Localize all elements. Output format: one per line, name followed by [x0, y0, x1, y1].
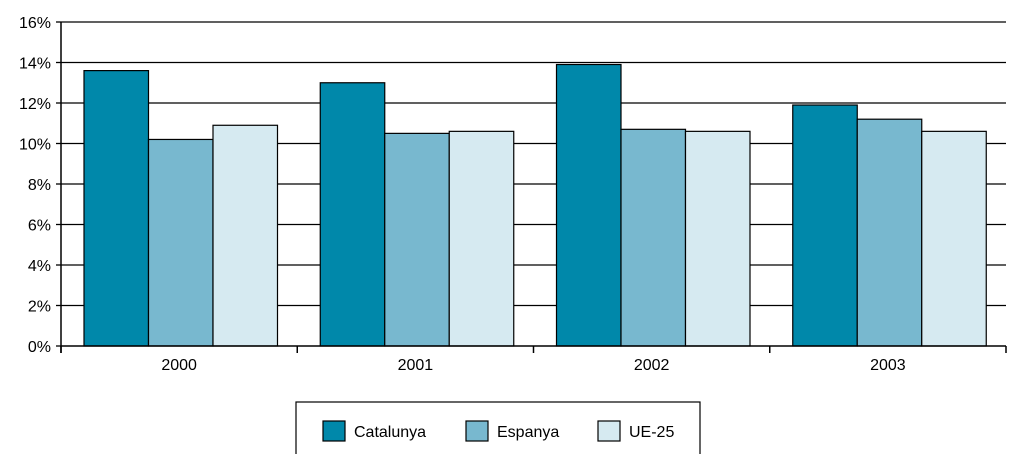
legend-box [295, 401, 701, 459]
y-tick-label: 8% [28, 177, 51, 194]
bar-ue-25-2000 [212, 124, 279, 347]
bar-ue-25-2001 [448, 130, 515, 347]
bar-catalunya-2002 [555, 63, 622, 347]
y-tick-label: 2% [28, 299, 51, 316]
bar-catalunya-2000 [83, 69, 150, 347]
bar-espanya-2001 [384, 132, 450, 347]
x-tick-labels: 2000 2001 2002 2003 [161, 357, 905, 374]
bar-catalunya-2003 [792, 104, 858, 347]
bar-ue-25-2002 [684, 130, 751, 347]
y-tick-labels: 0% 2% 4% 6% 8% 10% 12% 14% 16% [19, 15, 51, 356]
bars [83, 63, 987, 347]
legend-swatch-catalunya [322, 420, 346, 442]
legend: Catalunya Espanya UE-25 [295, 401, 701, 459]
axes [56, 21, 1007, 353]
legend-label-ue-25: UE-25 [629, 424, 674, 441]
x-tick-label: 2003 [870, 357, 906, 374]
bar-catalunya-2001 [319, 82, 386, 347]
y-tick-label: 10% [19, 137, 51, 154]
y-tick-label: 4% [28, 258, 51, 275]
y-tick-label: 16% [19, 15, 51, 32]
y-tick-label: 0% [28, 339, 51, 356]
y-tick-label: 6% [28, 218, 51, 235]
bar-espanya-2000 [147, 138, 214, 347]
legend-swatch-espanya [465, 420, 489, 442]
bar-espanya-2002 [620, 128, 687, 347]
legend-label-catalunya: Catalunya [354, 424, 426, 441]
x-tick-label: 2002 [634, 357, 670, 374]
y-tick-label: 14% [19, 56, 51, 73]
bar-ue-25-2003 [921, 130, 987, 347]
legend-label-espanya: Espanya [497, 424, 559, 441]
x-tick-label: 2000 [161, 357, 197, 374]
legend-swatch-ue-25 [597, 420, 621, 442]
y-tick-label: 12% [19, 96, 51, 113]
x-tick-label: 2001 [398, 357, 434, 374]
bar-espanya-2003 [856, 118, 923, 347]
